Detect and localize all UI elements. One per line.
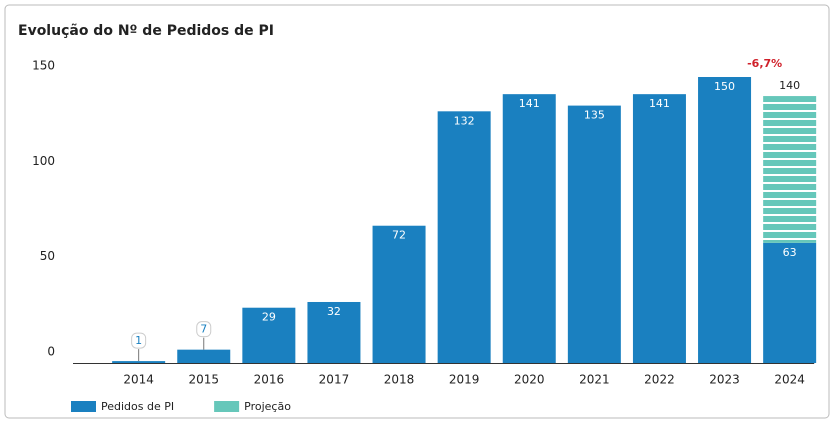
data-label: 32 — [327, 305, 341, 318]
bar — [372, 225, 426, 363]
bar — [632, 94, 686, 363]
x-tick-label: 2015 — [188, 373, 219, 387]
data-label: 141 — [649, 97, 670, 110]
data-label: 132 — [454, 114, 475, 127]
x-tick-label: 2014 — [123, 373, 154, 387]
x-tick-label: 2024 — [774, 373, 805, 387]
y-tick-label: 100 — [32, 154, 55, 168]
chart-title: Evolução do Nº de Pedidos de PI — [18, 23, 274, 39]
x-tick-label: 2022 — [644, 373, 675, 387]
x-tick-label: 2023 — [709, 373, 740, 387]
data-label: 1 — [135, 334, 142, 347]
x-tick-label: 2018 — [384, 373, 415, 387]
x-tick-label: 2019 — [449, 373, 480, 387]
bar — [502, 94, 556, 363]
bar — [437, 111, 491, 363]
data-label: 7 — [200, 323, 207, 336]
data-label: 63 — [783, 246, 797, 259]
data-label: 150 — [714, 80, 735, 93]
legend-label: Pedidos de PI — [101, 400, 174, 413]
legend-swatch — [71, 401, 96, 412]
y-tick-label: 50 — [40, 249, 55, 263]
y-tick-label: 0 — [47, 345, 55, 359]
x-tick-label: 2020 — [514, 373, 545, 387]
x-tick-label: 2017 — [319, 373, 350, 387]
total-label: 140 — [779, 79, 800, 92]
data-label: 29 — [262, 311, 276, 324]
annotation: -6,7% — [747, 57, 782, 70]
bar — [307, 301, 361, 363]
bar — [698, 77, 752, 363]
label-box — [196, 321, 212, 338]
bar — [763, 96, 817, 243]
label-box — [131, 332, 147, 349]
data-label: 135 — [584, 109, 605, 122]
panel — [4, 4, 830, 419]
y-tick-label: 150 — [32, 59, 55, 73]
data-label: 72 — [392, 229, 406, 242]
bar — [112, 361, 166, 363]
legend-swatch — [214, 401, 240, 412]
data-label: 141 — [519, 97, 540, 110]
legend-label: Projeção — [244, 400, 291, 413]
x-tick-label: 2021 — [579, 373, 610, 387]
bar — [567, 105, 621, 363]
x-tick-label: 2016 — [254, 373, 285, 387]
bar — [763, 242, 817, 363]
bar — [177, 349, 231, 363]
bar — [242, 307, 296, 363]
